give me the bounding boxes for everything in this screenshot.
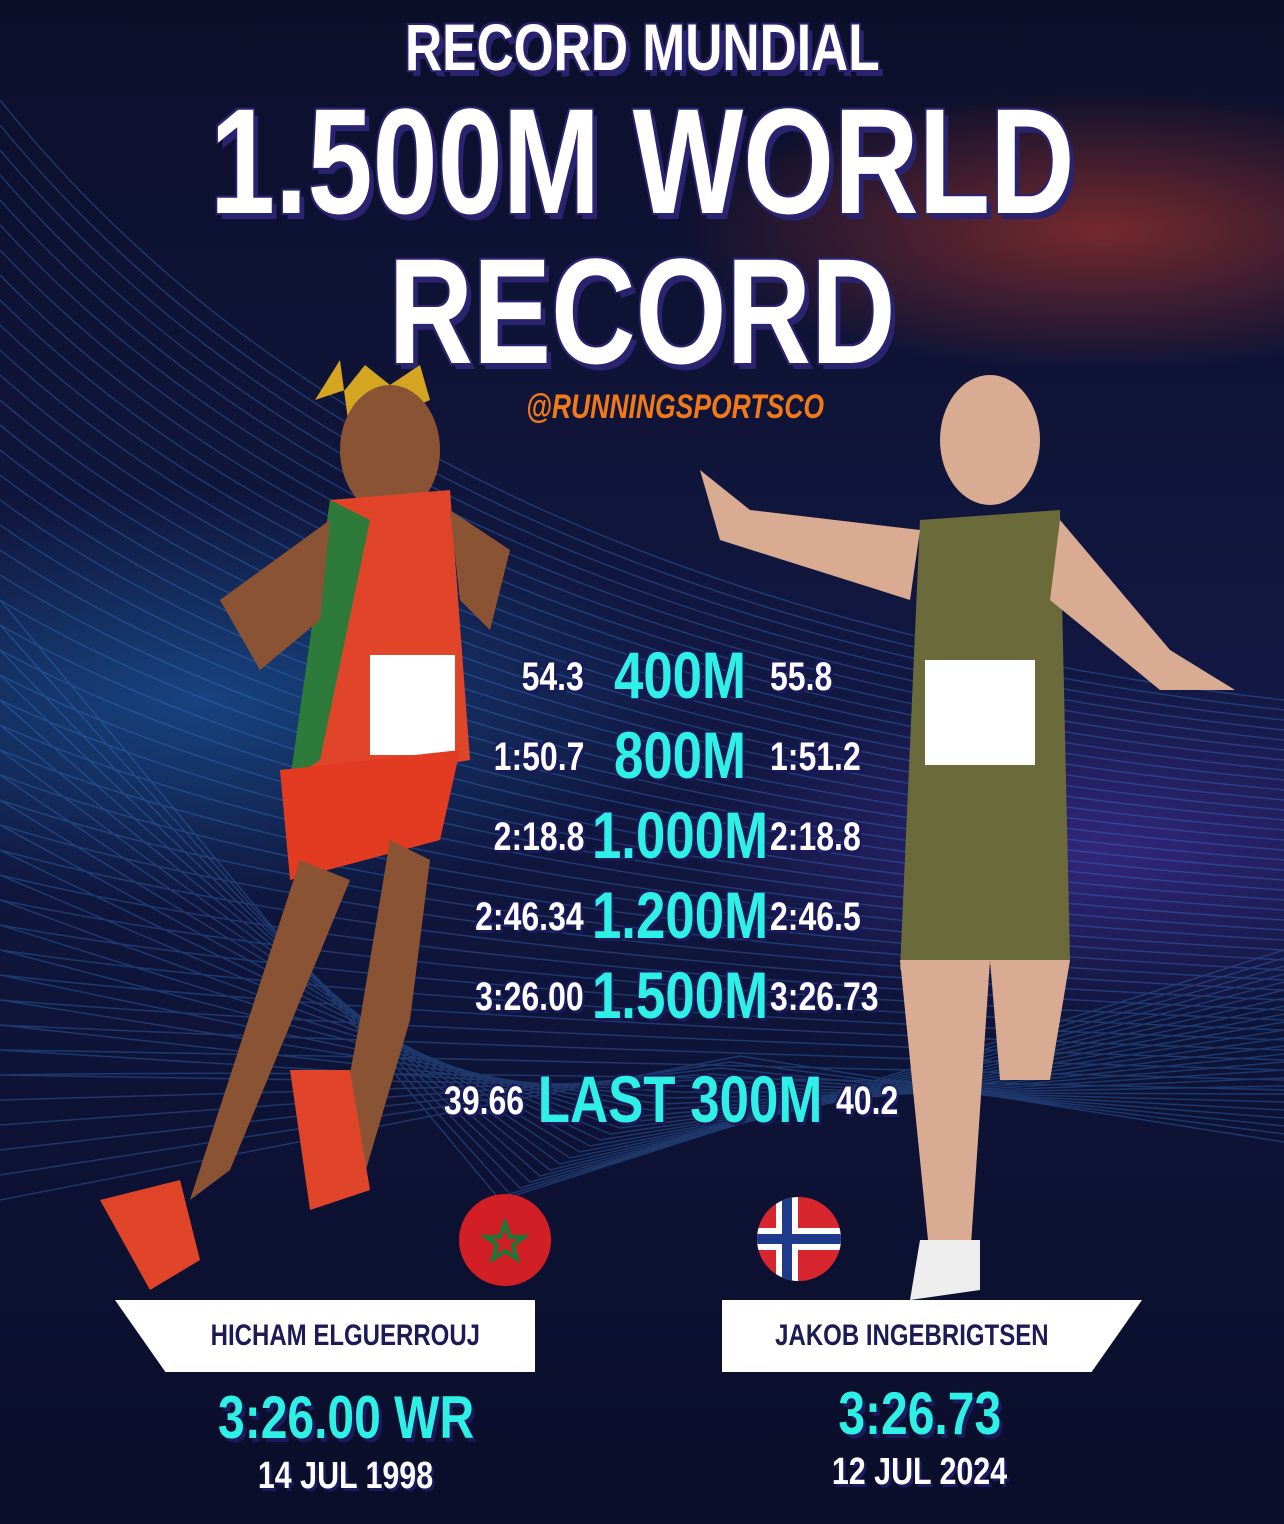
split-distance: 1.000M [591,798,769,872]
ingebrigtsen-split: 40.2 [836,1079,899,1123]
ingebrigtsen-split: 55.8 [770,655,833,699]
elguerrouj-name-banner: HICHAM ELGUERROUJ [115,1300,535,1372]
handle: @RUNNINGSPORTSCO [526,388,824,426]
elguerrouj-split: 54.3 [521,655,584,699]
elguerrouj-date: 14 JUL 1998 [258,1455,434,1497]
ingebrigtsen-split: 2:46.5 [770,895,861,939]
norway-flag-icon [757,1197,841,1281]
split-row-1200m: 2:46.34 1.200M 2:46.5 [0,876,1284,956]
elguerrouj-time: 3:26.00 WR [217,1384,475,1451]
split-row-800m: 1:50.7 800M 1:51.2 [0,716,1284,796]
split-row-400m: 54.3 400M 55.8 [0,636,1284,716]
elguerrouj-split: 3:26.00 [475,975,584,1019]
ingebrigtsen-time: 3:26.73 [838,1380,1002,1447]
ingebrigtsen-photo [700,375,1235,1300]
split-row-1000m: 2:18.8 1.000M 2:18.8 [0,796,1284,876]
ingebrigtsen-date: 12 JUL 2024 [832,1451,1008,1493]
ingebrigtsen-split: 1:51.2 [770,735,861,779]
split-distance: 1.200M [591,878,769,952]
elguerrouj-split: 39.66 [443,1079,524,1123]
split-distance: 800M [613,718,747,792]
elguerrouj-split: 1:50.7 [493,735,584,779]
kicker-title: RECORD MUNDIAL [404,10,880,84]
split-distance: 400M [613,638,747,712]
split-distance: 1.500M [591,958,769,1032]
ingebrigtsen-split: 3:26.73 [770,975,879,1019]
split-distance: LAST 300M [537,1062,823,1136]
elguerrouj-split: 2:18.8 [493,815,584,859]
morocco-flag-icon [459,1194,551,1286]
ingebrigtsen-name-banner: JAKOB INGEBRIGTSEN [722,1300,1142,1372]
elguerrouj-photo [100,360,510,1290]
main-title-line1: 1.500M WORLD [209,77,1075,245]
main-title-line2: RECORD [388,227,896,395]
elguerrouj-split: 2:46.34 [475,895,584,939]
split-row-last-300m: 39.66 LAST 300M 40.2 [0,1060,1284,1140]
split-row-1500m: 3:26.00 1.500M 3:26.73 [0,956,1284,1036]
ingebrigtsen-split: 2:18.8 [770,815,861,859]
